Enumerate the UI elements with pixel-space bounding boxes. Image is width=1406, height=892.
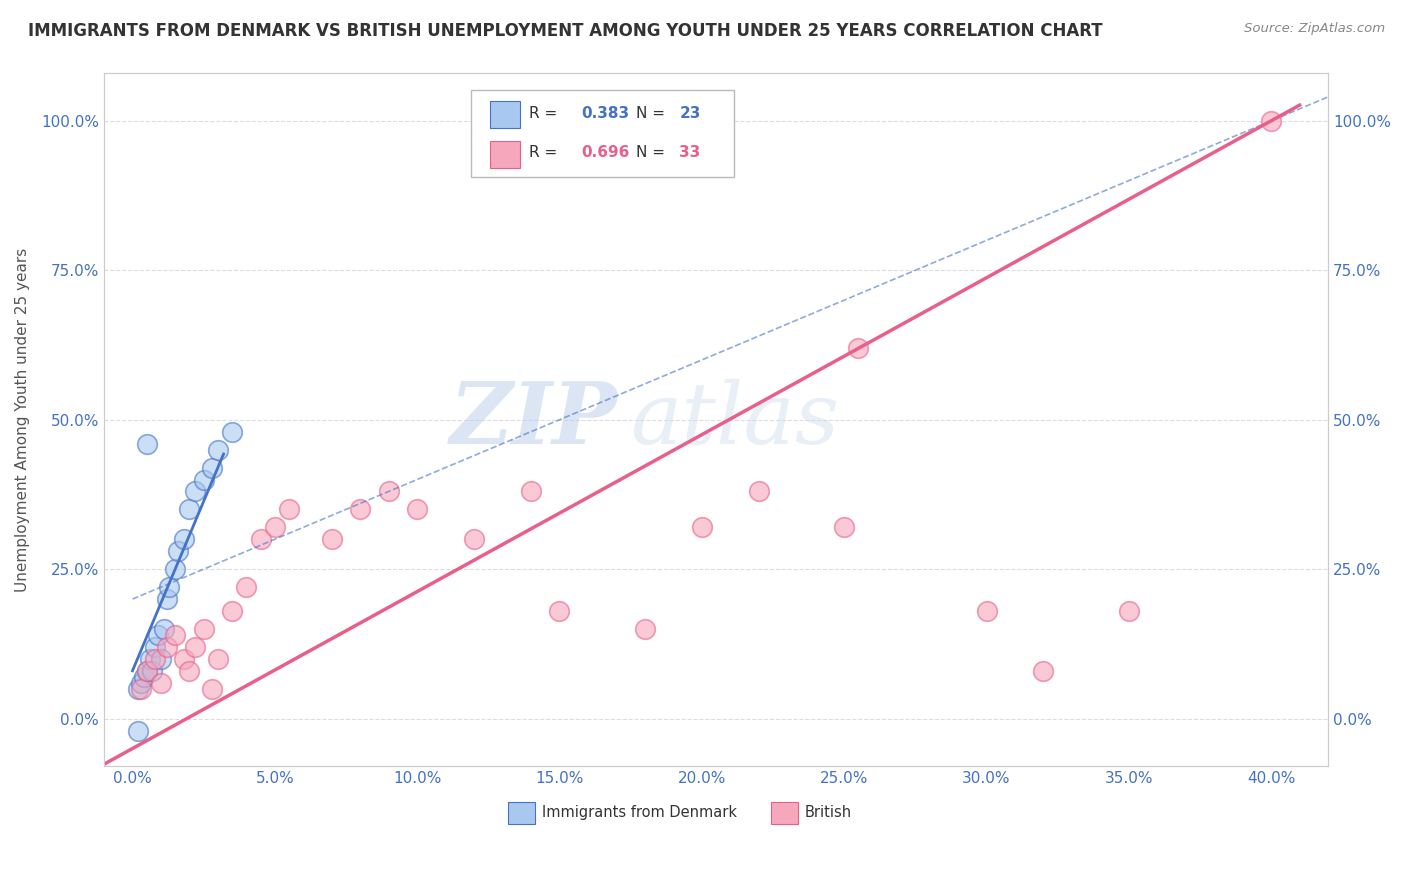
Point: [184, 484, 207, 499]
Point: [1118, 604, 1140, 618]
Point: [520, 484, 543, 499]
Point: [349, 502, 371, 516]
Y-axis label: Unemployment Among Youth under 25 years: Unemployment Among Youth under 25 years: [15, 248, 30, 592]
Point: [235, 580, 257, 594]
Point: [184, 640, 207, 654]
Text: N =: N =: [637, 106, 671, 121]
Point: [135, 436, 157, 450]
Point: [321, 533, 343, 547]
Point: [138, 652, 160, 666]
Point: [165, 562, 187, 576]
Point: [146, 628, 169, 642]
Point: [152, 622, 174, 636]
Point: [207, 652, 229, 666]
Point: [848, 341, 870, 355]
FancyBboxPatch shape: [489, 101, 520, 128]
FancyBboxPatch shape: [508, 802, 534, 824]
Text: 0.696: 0.696: [582, 145, 630, 160]
FancyBboxPatch shape: [770, 802, 799, 824]
Point: [278, 502, 301, 516]
FancyBboxPatch shape: [471, 90, 734, 177]
Point: [406, 502, 429, 516]
Point: [463, 533, 485, 547]
Text: 23: 23: [679, 106, 700, 121]
Point: [193, 622, 215, 636]
Point: [173, 533, 195, 547]
Point: [263, 520, 285, 534]
Point: [179, 502, 201, 516]
Point: [135, 664, 157, 678]
Point: [207, 442, 229, 457]
Point: [165, 628, 187, 642]
Point: [249, 533, 271, 547]
Point: [141, 664, 163, 678]
Text: British: British: [804, 805, 851, 821]
Text: IMMIGRANTS FROM DENMARK VS BRITISH UNEMPLOYMENT AMONG YOUTH UNDER 25 YEARS CORRE: IMMIGRANTS FROM DENMARK VS BRITISH UNEMP…: [28, 22, 1102, 40]
Point: [135, 664, 157, 678]
Point: [155, 592, 177, 607]
Point: [143, 652, 166, 666]
Point: [167, 544, 190, 558]
Point: [634, 622, 657, 636]
Text: Immigrants from Denmark: Immigrants from Denmark: [543, 805, 737, 821]
Text: R =: R =: [529, 145, 562, 160]
Point: [129, 675, 152, 690]
Text: Source: ZipAtlas.com: Source: ZipAtlas.com: [1244, 22, 1385, 36]
Point: [143, 640, 166, 654]
Point: [149, 675, 172, 690]
Text: atlas: atlas: [630, 378, 839, 461]
Point: [377, 484, 399, 499]
Text: R =: R =: [529, 106, 562, 121]
Point: [548, 604, 571, 618]
Text: ZIP: ZIP: [450, 378, 619, 461]
Point: [201, 681, 224, 696]
Point: [221, 604, 243, 618]
Point: [832, 520, 855, 534]
Point: [149, 652, 172, 666]
Point: [1032, 664, 1054, 678]
Point: [173, 652, 195, 666]
Text: N =: N =: [637, 145, 671, 160]
Point: [159, 580, 181, 594]
Point: [690, 520, 713, 534]
FancyBboxPatch shape: [489, 141, 520, 168]
Point: [127, 723, 149, 738]
Point: [201, 460, 224, 475]
Point: [179, 664, 201, 678]
Point: [1260, 113, 1282, 128]
Text: 0.383: 0.383: [582, 106, 630, 121]
Point: [193, 473, 215, 487]
Text: 33: 33: [679, 145, 700, 160]
Point: [127, 681, 149, 696]
Point: [132, 670, 155, 684]
Point: [748, 484, 770, 499]
Point: [976, 604, 998, 618]
Point: [129, 681, 152, 696]
Point: [221, 425, 243, 439]
Point: [155, 640, 177, 654]
